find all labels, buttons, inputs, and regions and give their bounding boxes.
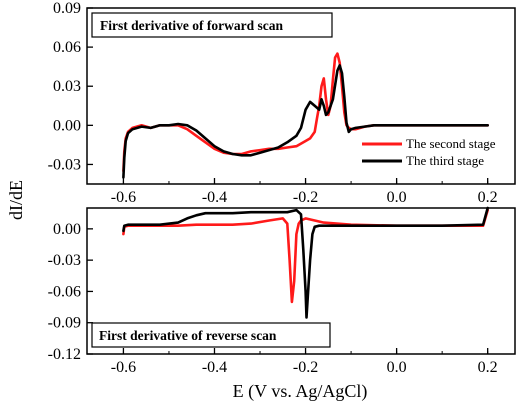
forward-ticks: -0.6 -0.4 -0.2 0.0 0.2 -0.03 0.00 0.03 0.06 0.09 bbox=[48, 0, 498, 206]
reverse-x-tick-label: 0.0 bbox=[387, 359, 407, 376]
reverse-y-tick-label: -0.03 bbox=[48, 252, 81, 269]
reverse-y-tick-label: 0.00 bbox=[53, 221, 81, 238]
reverse-x-tick-label: -0.6 bbox=[111, 359, 136, 376]
reverse-panel-title: First derivative of reverse scan bbox=[99, 328, 277, 343]
forward-series-group bbox=[122, 52, 490, 179]
legend-label-third-stage: The third stage bbox=[406, 153, 484, 168]
x-axis-title: E (V vs. Ag/AgCl) bbox=[233, 381, 368, 402]
reverse-ticks: -0.6 -0.4 -0.2 0.0 0.2 -0.12 -0.09 -0.06 -0.03 0.… bbox=[48, 221, 498, 376]
y-axis-title: dI/dE bbox=[6, 180, 26, 220]
forward-x-tick-label: -0.2 bbox=[293, 189, 318, 206]
reverse-plot-frame bbox=[86, 207, 516, 355]
forward-y-tick-label: 0.00 bbox=[53, 117, 81, 134]
forward-panel-title: First derivative of forward scan bbox=[100, 18, 283, 33]
legend: The second stage The third stage bbox=[362, 136, 496, 168]
forward-y-tick-label: 0.06 bbox=[53, 39, 81, 56]
forward-y-tick-label: -0.03 bbox=[48, 156, 81, 173]
reverse-y-tick-label: -0.06 bbox=[48, 283, 81, 300]
reverse-y-tick-label: -0.09 bbox=[48, 315, 81, 332]
forward-plot-frame bbox=[86, 7, 516, 185]
reverse-scan-panel: -0.6 -0.4 -0.2 0.0 0.2 -0.12 -0.09 -0.06 -0.03 0.… bbox=[48, 206, 516, 376]
forward-title-box bbox=[91, 12, 333, 38]
forward-y-tick-label: 0.03 bbox=[53, 78, 81, 95]
reverse-title-box bbox=[91, 322, 331, 348]
reverse-series-second-stage bbox=[122, 208, 490, 304]
reverse-x-tick-label: -0.2 bbox=[293, 359, 318, 376]
forward-scan-panel: -0.6 -0.4 -0.2 0.0 0.2-0.030.000.030.060.09 … bbox=[48, 0, 516, 206]
forward-y-tick-label: 0.09 bbox=[53, 0, 81, 17]
reverse-y-tick-label: -0.12 bbox=[48, 346, 81, 363]
legend-label-second-stage: The second stage bbox=[406, 136, 496, 151]
forward-x-tick-label: 0.2 bbox=[478, 189, 498, 206]
reverse-x-tick-label: -0.4 bbox=[202, 359, 227, 376]
forward-x-tick-label: -0.6 bbox=[111, 189, 136, 206]
reverse-series-third-stage bbox=[122, 206, 490, 319]
forward-x-tick-label: -0.4 bbox=[202, 189, 227, 206]
reverse-series-group bbox=[122, 206, 490, 319]
forward-series-third-stage bbox=[122, 64, 490, 179]
reverse-x-tick-label: 0.2 bbox=[478, 359, 498, 376]
forward-x-tick-label: 0.0 bbox=[387, 189, 407, 206]
